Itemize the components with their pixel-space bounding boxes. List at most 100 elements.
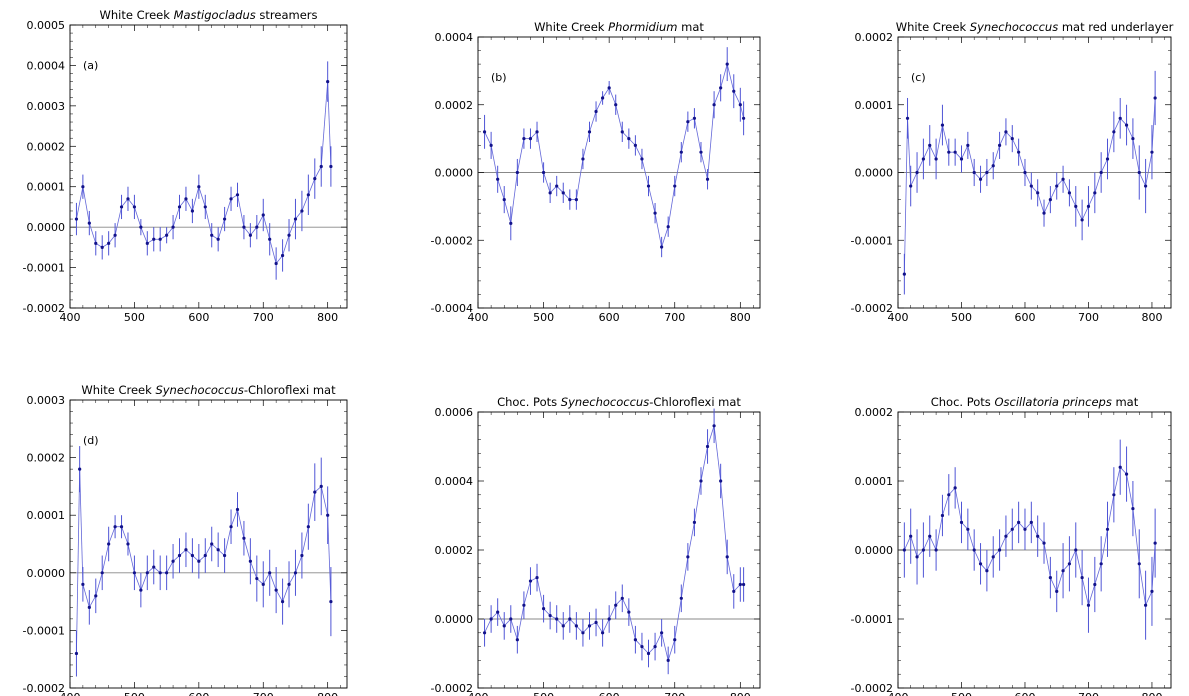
panel-f-data-point (1131, 507, 1135, 511)
panel-a-series-segment (134, 206, 142, 228)
panel-a-series-segment (243, 226, 251, 236)
panel-c-series-segment (1088, 192, 1096, 207)
panel-d-data-point (197, 559, 201, 563)
panel-c-x-tick-label: 600 (1014, 311, 1035, 324)
panel-d-x-tick-label: 400 (60, 691, 81, 696)
panel-c-series-segment (923, 145, 931, 160)
panel-b-series-segment (694, 118, 702, 153)
panel-a-series-segment (288, 218, 296, 236)
panel-f-series-segment (935, 515, 943, 551)
panel-f-data-point (947, 493, 951, 497)
panel-c-data-point (905, 116, 910, 120)
panel-d-data-point (81, 582, 85, 586)
panel-d-data-point (326, 513, 330, 517)
panel-c-series-segment (992, 145, 1000, 166)
panel-f-data-point (1010, 527, 1014, 531)
panel-c-title-part: Synechococcus (970, 20, 1058, 34)
panel-b-data-point (548, 191, 552, 195)
panel-b-data-point (653, 211, 657, 215)
panel-b-series-segment (484, 131, 492, 146)
panel-b-data-point (692, 116, 697, 120)
panel-b-data-point (561, 191, 565, 195)
panel-c-data-point (921, 157, 925, 161)
panel-e-series-segment (510, 618, 518, 640)
panel-a-series-segment (327, 81, 332, 167)
panel-f-data-point (985, 569, 989, 573)
panel-f-data-point (1017, 520, 1021, 525)
panel-e-x-tick-label: 700 (664, 691, 685, 696)
panel-d-data-point (287, 582, 291, 586)
panel-b-data-point (686, 120, 690, 124)
panel-d-data-point (126, 542, 130, 546)
panel-a-series-segment (76, 186, 84, 220)
panel-b-series-segment (497, 179, 505, 200)
panel-e: 400 500 600 700 800 -0.0002 0.0000 0.0002 0.0004… (431, 395, 761, 696)
panel-c-data-point (1093, 191, 1097, 195)
panel-e-data-point (742, 582, 746, 587)
panel-a-x-tick-label: 500 (124, 311, 145, 324)
panel-b-data-point (528, 137, 533, 141)
panel-a-title-part: Mastigocladus (174, 8, 256, 22)
panel-d-title-part: -Chloroflexi mat (244, 383, 336, 397)
panel-a-series-segment (127, 198, 135, 208)
panel-b-series-segment (615, 104, 623, 132)
panel-f-data-point (1086, 603, 1091, 607)
panel-f-x-tick-label: 800 (1141, 691, 1162, 696)
panel-b-title-part: White Creek (534, 20, 608, 34)
panel-e-series-segment (687, 522, 695, 557)
panel-a-y-tick-label: 0.0003 (27, 100, 66, 113)
panel-c-series-segment (935, 125, 943, 160)
panel-c-title-part: White Creek (896, 20, 970, 34)
panel-d-series-segment (230, 509, 238, 527)
panel-e-data-point (646, 651, 651, 656)
panel-d-data-point (152, 565, 156, 569)
panel-d-data-point (261, 582, 265, 586)
panel-b-title-part: mat (678, 20, 705, 34)
panel-e-y-tick-label: 0.0006 (435, 406, 474, 419)
panel-b-y-tick-label: 0.0004 (435, 31, 474, 44)
panel-e-data-point (496, 610, 500, 614)
panel-e-data-point (594, 620, 598, 625)
panel-c-data-point (1004, 130, 1008, 134)
panel-c-label: (c) (911, 71, 926, 84)
panel-c-series-segment (1107, 131, 1115, 160)
panel-a-data-point (197, 185, 201, 189)
panel-e-data-point (489, 617, 493, 621)
panel-b-data-point (555, 184, 559, 188)
panel-b-y-tick-label: 0.0002 (435, 99, 474, 112)
panel-c-data-point (1150, 150, 1154, 154)
panel-c-data-point (991, 164, 995, 168)
panel-a-data-point (145, 241, 149, 245)
panel-a-y-tick-label: -0.0002 (23, 302, 65, 315)
panel-a-data-point (268, 237, 272, 241)
panel-e-title: Choc. Pots Synechococcus-Chloroflexi mat (497, 395, 741, 409)
panel-c-series-segment (1069, 192, 1077, 207)
panel-e-data-point (660, 631, 664, 635)
panel-f-series-segment (1069, 549, 1077, 564)
panel-a-data-point (274, 261, 278, 266)
panel-f-data-point (1080, 576, 1084, 580)
panel-f-data-point (1099, 562, 1103, 566)
panel-b-series-segment (700, 152, 708, 180)
panel-d-data-point (119, 525, 124, 529)
panel-f-series-segment (1043, 543, 1051, 578)
panel-f-title-part: mat (1112, 395, 1139, 409)
panel-b-data-point (614, 103, 618, 107)
panel-e-data-point (522, 603, 526, 607)
panel-d-data-point (87, 605, 91, 609)
panel-a-x-tick-label: 600 (188, 311, 209, 324)
panel-c-y-tick-label: 0.0000 (855, 167, 894, 180)
panel-e-data-point (705, 444, 710, 449)
panel-d-data-point (306, 525, 310, 529)
panel-d-y-tick-label: 0.0003 (27, 394, 66, 407)
panel-b-series-segment (680, 121, 689, 153)
panel-b-series-segment (575, 158, 584, 200)
panel-b-data-point (509, 221, 513, 225)
panel-d-series-segment (79, 469, 84, 585)
panel-f-series-segment (942, 494, 950, 516)
panel-a-series-segment (198, 186, 206, 208)
panel-b-x-tick-label: 600 (599, 311, 620, 324)
panel-b-data-point (666, 225, 670, 229)
panel-c-series-segment (961, 145, 969, 160)
panel-a-title-part: streamers (256, 8, 318, 22)
